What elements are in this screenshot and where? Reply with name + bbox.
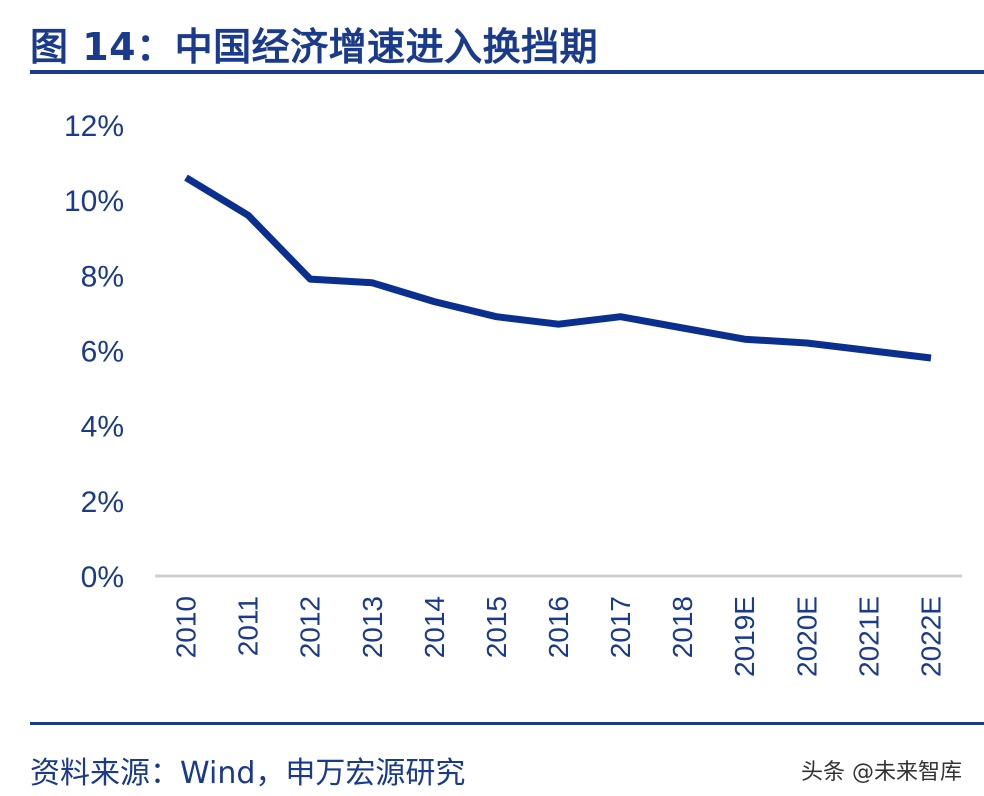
footer-divider [30, 722, 984, 725]
y-tick-label: 12% [64, 110, 124, 143]
y-tick-label: 8% [81, 260, 124, 293]
title-divider [30, 70, 984, 74]
x-tick-label: 2022E [915, 596, 946, 677]
y-tick-label: 10% [64, 185, 124, 218]
x-tick-label: 2012 [295, 596, 326, 658]
watermark: 头条 @未来智库 [801, 760, 962, 785]
x-tick-label: 2010 [171, 596, 202, 658]
y-tick-label: 4% [81, 411, 124, 444]
x-tick-label: 2017 [605, 596, 636, 658]
y-tick-label: 2% [81, 486, 124, 519]
x-tick-label: 2020E [791, 596, 822, 677]
x-tick-label: 2014 [419, 596, 450, 658]
chart-title: 图 14：中国经济增速进入换挡期 [30, 25, 599, 69]
x-tick-label: 2019E [729, 596, 760, 677]
x-tick-label: 2016 [543, 596, 574, 658]
x-tick-label: 2021E [853, 596, 884, 677]
x-tick-label: 2011 [233, 596, 264, 656]
line-chart: 0% 2% 4% 6% 8% 10% 12% 2010 2011 2012 2013 2014 2015… [64, 110, 962, 677]
source-note: 资料来源：Wind，申万宏源研究 [30, 756, 466, 791]
x-tick-label: 2015 [481, 596, 512, 658]
x-tick-label: 2018 [667, 596, 698, 658]
x-tick-label: 2013 [357, 596, 388, 658]
series-line [184, 174, 932, 362]
y-tick-label: 0% [81, 561, 124, 594]
y-tick-label: 6% [81, 336, 124, 369]
